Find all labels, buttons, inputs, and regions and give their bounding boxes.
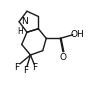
Text: F: F <box>32 63 37 72</box>
Text: O: O <box>59 53 66 62</box>
Text: F: F <box>23 66 29 75</box>
Text: H: H <box>18 27 23 36</box>
Text: OH: OH <box>71 30 85 39</box>
Text: N: N <box>21 17 28 26</box>
Text: F: F <box>14 63 19 72</box>
